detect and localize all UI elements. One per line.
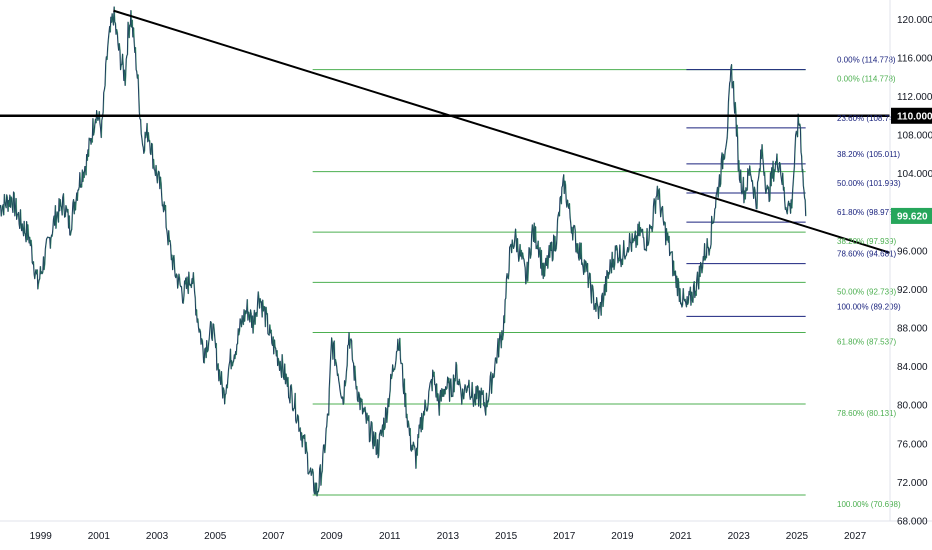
fib-level-label: 100.00% (70.698)	[837, 500, 901, 509]
price-tick-label: 104.000	[897, 169, 932, 180]
price-tick-label: 68.000	[897, 517, 928, 528]
time-tick-label: 2011	[379, 531, 401, 542]
level-price-badge	[891, 107, 932, 124]
fib-level-label: 38.20% (97.939)	[837, 237, 896, 246]
fib-level-label: 50.00% (92.738)	[837, 287, 896, 296]
price-tick-label: 80.000	[897, 401, 928, 412]
fib-level-label: 0.00% (114.778)	[837, 56, 896, 65]
fib-level-label: 78.60% (80.131)	[837, 409, 896, 418]
price-tick-label: 84.000	[897, 362, 928, 373]
time-tick-label: 2013	[437, 531, 460, 542]
current-price-badge-text: 99.620	[897, 211, 928, 222]
fibonacci-levels	[312, 69, 806, 496]
fib-level-label: 78.60% (94.681)	[837, 250, 896, 259]
level-price-badge-text: 110.000	[897, 111, 932, 122]
price-tick-label: 116.000	[897, 53, 932, 64]
fib-level-label: 0.00% (114.778)	[837, 75, 896, 84]
time-tick-label: 2023	[728, 531, 751, 542]
price-tick-label: 112.000	[897, 92, 932, 103]
plot-background	[0, 0, 890, 521]
fib-level-label: 61.80% (87.537)	[837, 338, 896, 347]
price-tick-label: 120.000	[897, 15, 932, 26]
price-tick-label: 108.000	[897, 131, 932, 142]
price-line-up-shade	[0, 6, 807, 497]
fib-level-label: 61.80% (98.976)	[837, 208, 896, 217]
time-tick-label: 2003	[146, 531, 169, 542]
price-tick-label: 72.000	[897, 478, 928, 489]
trendlines[interactable]	[113, 9, 891, 254]
time-tick-label: 2027	[844, 531, 867, 542]
price-series	[0, 6, 807, 497]
price-badges: 110.000 99.620	[891, 107, 932, 224]
time-tick-label: 2017	[553, 531, 576, 542]
price-axis[interactable]: 68.000 72.000 76.000 80.000 84.000 88.000 92.0…	[897, 15, 932, 528]
time-tick-label: 2009	[320, 531, 343, 542]
time-axis[interactable]: 1999 2001 2003 2005 2007 2009 2011 2013 2015 2017…	[30, 531, 867, 542]
time-tick-label: 2025	[786, 531, 809, 542]
fib-level-label: 23.60% (108.744)	[837, 114, 901, 123]
price-tick-label: 96.000	[897, 246, 928, 257]
price-tick-label: 88.000	[897, 324, 928, 335]
fib-level-label: 38.20% (105.011)	[837, 150, 900, 159]
time-tick-label: 1999	[30, 531, 53, 542]
time-tick-label: 2019	[611, 531, 634, 542]
fib-level-label: 100.00% (89.209)	[837, 302, 901, 311]
time-tick-label: 2001	[88, 531, 111, 542]
time-tick-label: 2015	[495, 531, 518, 542]
current-price-badge	[891, 207, 932, 224]
fib-level-label: 50.00% (101.993)	[837, 179, 901, 188]
price-tick-label: 76.000	[897, 439, 928, 450]
time-tick-label: 2007	[262, 531, 285, 542]
fibonacci-labels: 0.00% (114.778) 38.20% (97.939) 50.00% (92…	[837, 56, 901, 509]
time-tick-label: 2021	[669, 531, 692, 542]
trendline[interactable]	[113, 9, 891, 254]
price-tick-label: 92.000	[897, 285, 928, 296]
time-tick-label: 2005	[204, 531, 227, 542]
